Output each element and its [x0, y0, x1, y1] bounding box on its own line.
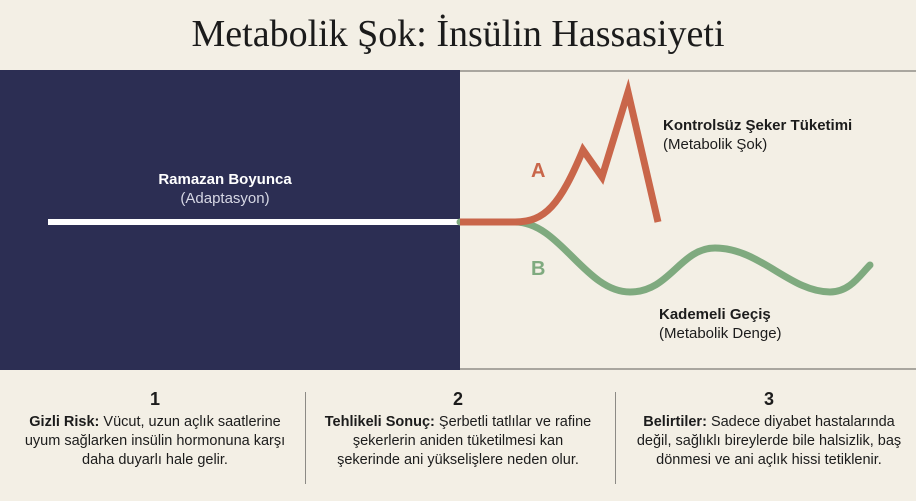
point-1: 1 Gizli Risk: Vücut, uzun açlık saatleri… — [20, 390, 290, 470]
path-b-subtitle: (Metabolik Denge) — [659, 325, 782, 342]
path-a-subtitle: (Metabolik Şok) — [663, 136, 768, 153]
point-3: 3 Belirtiler: Sadece diyabet hastalarınd… — [634, 390, 904, 470]
point-text: Şerbetli tatlılar ve rafine şekerlerin a… — [337, 414, 592, 468]
divider — [305, 392, 306, 484]
point-lead: Tehlikeli Sonuç: — [324, 414, 435, 430]
path-a-letter: A — [531, 160, 546, 182]
adaptation-title: Ramazan Boyunca — [158, 171, 292, 188]
path-b-title: Kademeli Geçiş — [659, 306, 771, 323]
point-lead: Gizli Risk: — [29, 414, 100, 430]
point-text: Vücut, uzun açlık saatlerine uyum sağlar… — [24, 414, 286, 468]
path-b-letter: B — [531, 258, 546, 280]
point-number: 1 — [149, 389, 160, 409]
path-a-title: Kontrolsüz Şeker Tüketimi — [663, 117, 853, 134]
point-lead: Belirtiler: — [643, 414, 707, 430]
adaptation-label: Ramazan Boyunca (Adaptasyon) — [130, 170, 320, 208]
point-number: 3 — [763, 389, 774, 409]
point-number: 2 — [452, 389, 463, 409]
point-text: Sadece diyabet hastalarında değil, sağlı… — [636, 414, 902, 468]
divider — [615, 392, 616, 484]
path-a-line — [460, 78, 662, 226]
page-title: Metabolik Şok: İnsülin Hassasiyeti — [191, 13, 725, 55]
path-a-label: Kontrolsüz Şeker Tüketimi (Metabolik Şok… — [663, 116, 852, 154]
path-b-label: Kademeli Geçiş (Metabolik Denge) — [659, 305, 782, 343]
path-b-line — [456, 218, 874, 296]
point-2: 2 Tehlikeli Sonuç: Şerbetli tatlılar ve … — [323, 390, 593, 470]
adaptation-subtitle: (Adaptasyon) — [180, 190, 270, 207]
